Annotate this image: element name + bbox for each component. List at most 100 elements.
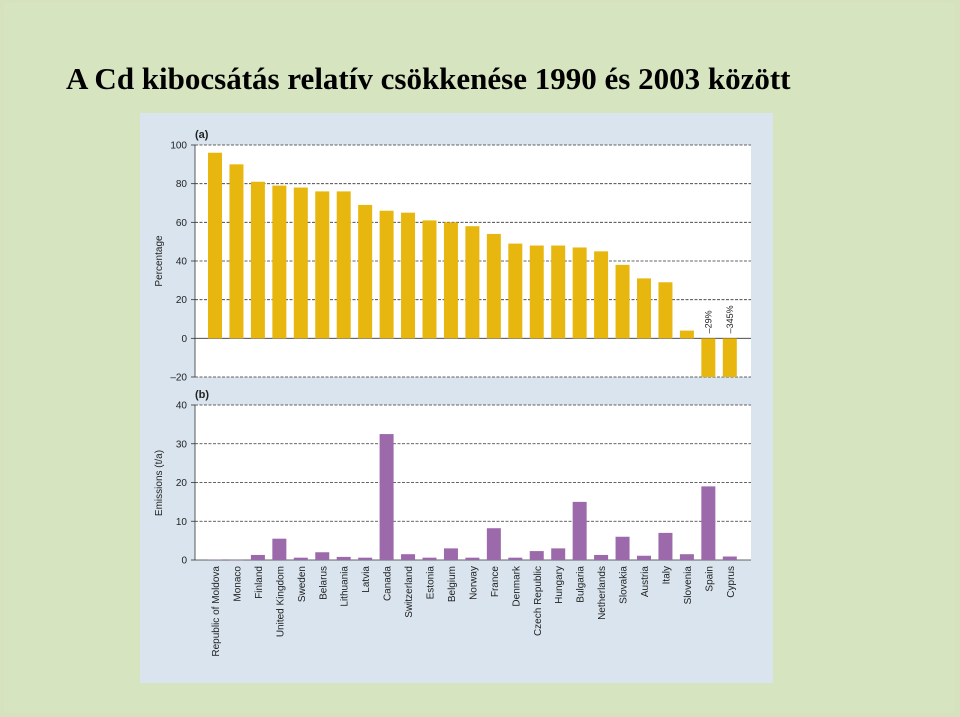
category-label: Netherlands [597, 566, 608, 620]
category-label: Austria [640, 566, 651, 598]
panel-b-bar [401, 554, 416, 560]
category-label: Denmark [511, 565, 522, 607]
panel-a-bar [379, 210, 394, 339]
panel-b-bars [208, 434, 737, 561]
panel-a-bar [293, 187, 308, 339]
category-labels: Republic of Moldova Monaco Finland United K… [211, 565, 737, 657]
panel-a-grid: 100 80 60 40 20 0 –20 [170, 141, 751, 384]
panel-a-bar [658, 282, 673, 339]
panel-b-bar [679, 554, 694, 560]
panel-a-bar [486, 233, 501, 339]
panel-b-bar [594, 554, 609, 560]
panel-a-tick-label: 0 [181, 334, 187, 345]
panel-a-bar [358, 204, 373, 339]
panel-b-bar [272, 538, 287, 560]
panel-b-bar [572, 501, 587, 560]
panel-a-bar [529, 245, 544, 339]
chart-figure: (a) (b) Percentage Emissions (t/a) 100 80… [140, 113, 773, 683]
panel-a-bar [637, 278, 651, 339]
panel-a-bar [551, 245, 566, 339]
panel-a-annotation: –29% [703, 310, 713, 333]
panel-a-label: (a) [195, 129, 209, 141]
panel-a-bar [336, 191, 351, 339]
category-label: Belgium [447, 566, 458, 602]
category-label: Finland [254, 566, 265, 599]
panel-a-bar [615, 264, 630, 339]
category-label: Slovakia [619, 566, 630, 604]
panel-a-bar [315, 191, 330, 339]
panel-a-bar [679, 330, 694, 339]
category-label: Hungary [554, 566, 565, 604]
panel-b-bar [529, 551, 544, 560]
panel-a-bar [594, 251, 609, 339]
panel-a-bar [208, 152, 222, 339]
panel-b-bar [701, 486, 716, 560]
panel-b-bar [615, 536, 630, 560]
panel-a-bar [701, 338, 716, 377]
category-label: Latvia [361, 566, 372, 593]
panel-a-bar [722, 338, 737, 377]
panel-b-bar [358, 557, 373, 560]
category-label: Republic of Moldova [211, 566, 222, 657]
panel-a-tick-label: –20 [170, 373, 187, 384]
panel-a-bar [508, 243, 523, 339]
panel-b-bar [229, 559, 244, 561]
panel-b-bar [250, 554, 265, 560]
category-label: Estonia [426, 566, 437, 600]
panel-b-bar [336, 556, 351, 560]
category-label: Spain [704, 566, 715, 592]
panel-a-bar [443, 222, 458, 339]
panel-b-bar [293, 557, 308, 560]
panel-a-bar [465, 226, 480, 339]
category-label: France [490, 566, 501, 598]
panel-b-bar [315, 552, 330, 560]
panel-b-bar [486, 528, 501, 560]
category-label: Sweden [297, 566, 308, 602]
panel-a-tick-label: 20 [176, 295, 188, 306]
panel-b-label: (b) [195, 389, 209, 401]
panel-b-bar [443, 548, 458, 560]
panel-b-bar [637, 555, 651, 560]
category-label: Bulgaria [576, 566, 587, 603]
panel-a-tick-label: 40 [176, 257, 188, 268]
panel-b-bar [508, 557, 523, 560]
category-label: Cyprus [726, 566, 737, 598]
panel-b-tick-label: 10 [176, 517, 188, 528]
category-label: Czech Republic [533, 566, 544, 636]
panel-b-tick-label: 40 [176, 401, 188, 412]
panel-b-bar [551, 548, 566, 560]
panel-b-bar [465, 557, 480, 560]
category-label: Norway [468, 566, 479, 600]
panel-a-bar [401, 212, 416, 339]
panel-a-tick-label: 60 [176, 218, 188, 229]
category-label: Switzerland [404, 566, 415, 618]
panel-a-y-axis-label: Percentage [154, 235, 165, 287]
panel-a-annotation: –345% [725, 305, 735, 333]
panel-a-tick-label: 80 [176, 179, 188, 190]
panel-b-bar [658, 532, 673, 560]
chart-svg: (a) (b) Percentage Emissions (t/a) 10080… [154, 129, 751, 657]
panel-b-tick-label: 30 [176, 439, 188, 450]
panel-a-tick-label: 100 [170, 141, 187, 152]
panel-a-bar [272, 185, 287, 339]
category-label: Italy [661, 566, 672, 584]
panel-a-bar [422, 220, 437, 339]
panel-b-y-axis-label: Emissions (t/a) [154, 450, 165, 516]
panel-a-bar [229, 164, 244, 339]
category-label: Slovenia [683, 566, 694, 605]
panel-b-bar [208, 559, 222, 561]
panel-b-bar [422, 557, 437, 560]
category-label: Monaco [232, 566, 243, 602]
panel-b-bar [379, 434, 394, 560]
category-label: United Kingdom [275, 566, 286, 637]
panel-b-tick-label: 20 [176, 478, 188, 489]
slide-title: A Cd kibocsátás relatív csökkenése 1990 … [66, 61, 791, 96]
category-label: Belarus [318, 566, 329, 600]
panel-a-bar [572, 247, 587, 339]
category-label: Lithuania [340, 566, 351, 607]
panel-b-bar [722, 556, 737, 560]
panel-a-bars: –29% –345% [208, 152, 737, 377]
category-label: Canada [383, 566, 394, 601]
panel-a-bar [250, 181, 265, 339]
panel-b-tick-label: 0 [181, 556, 187, 567]
